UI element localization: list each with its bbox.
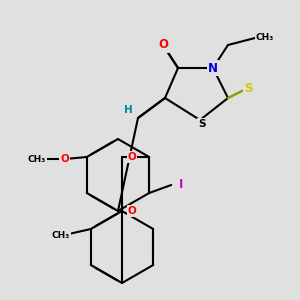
Text: S: S bbox=[198, 119, 206, 129]
Text: O: O bbox=[60, 154, 69, 164]
Text: O: O bbox=[158, 38, 168, 52]
Text: S: S bbox=[244, 82, 252, 94]
Text: O: O bbox=[128, 152, 136, 162]
Text: N: N bbox=[208, 61, 218, 74]
Text: I: I bbox=[179, 178, 183, 191]
Text: CH₃: CH₃ bbox=[28, 154, 46, 164]
Text: CH₃: CH₃ bbox=[256, 34, 274, 43]
Text: H: H bbox=[124, 105, 132, 115]
Text: CH₃: CH₃ bbox=[52, 232, 70, 241]
Text: O: O bbox=[128, 206, 136, 216]
